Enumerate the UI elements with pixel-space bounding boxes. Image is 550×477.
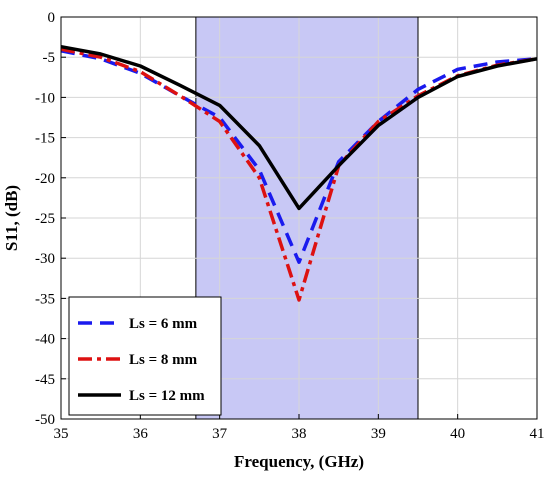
legend: Ls = 6 mm Ls = 8 mm Ls = 12 mm [68,296,222,416]
x-tick-label: 37 [212,426,228,442]
y-tick-label: -50 [35,412,55,428]
x-tick-label: 39 [371,426,386,442]
y-axis-title: S11, (dB) [2,185,21,251]
x-tick-label: 40 [450,426,465,442]
y-tick-label: -45 [35,372,55,388]
y-tick-label: -40 [35,332,55,348]
x-tick-label: 35 [54,426,69,442]
x-tick-label: 36 [133,426,149,442]
y-tick-label: 0 [48,10,56,26]
y-tick-label: -25 [35,211,55,227]
y-tick-label: -20 [35,171,55,187]
legend-label-3: Ls = 12 mm [129,388,205,404]
x-tick-label: 41 [530,426,545,442]
y-tick-label: -5 [43,50,56,66]
x-axis-title: Frequency, (GHz) [234,452,364,471]
legend-label-2: Ls = 8 mm [129,352,198,368]
legend-label-1: Ls = 6 mm [129,316,198,332]
x-tick-label: 38 [292,426,307,442]
y-tick-label: -15 [35,131,55,147]
y-tick-label: -30 [35,251,55,267]
y-tick-label: -10 [35,90,55,106]
series-line-1 [60,49,538,264]
y-tick-label: -35 [35,291,55,307]
series-line-3 [60,44,538,211]
